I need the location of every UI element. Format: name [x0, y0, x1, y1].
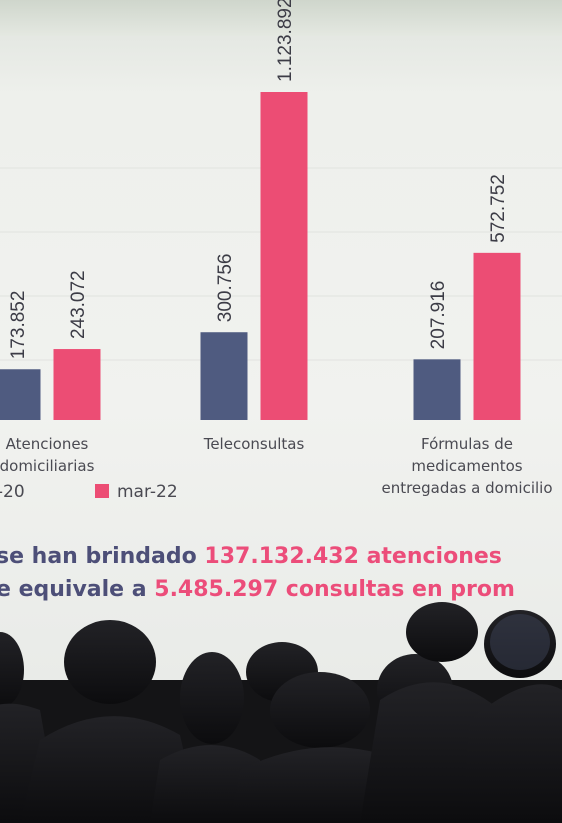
summary-line-1-highlight: 137.132.432 atenciones	[204, 544, 502, 569]
category-labels: Atenciones domiciliarias Teleconsultas Fórm…	[0, 435, 553, 497]
category-label: Teleconsultas	[203, 435, 305, 453]
bars	[0, 92, 521, 420]
category-label: Atenciones	[6, 435, 89, 453]
summary-text: se han brindado 137.132.432 atenciones e…	[0, 540, 562, 606]
category-label: entregadas a domicilio	[381, 479, 552, 497]
bar-mar-20-0	[0, 369, 41, 420]
summary-line-1: se han brindado 137.132.432 atenciones	[0, 540, 562, 573]
audience-silhouettes	[0, 602, 562, 823]
summary-line-1-text: se han brindado	[0, 544, 205, 569]
bar-mar-22-1	[260, 92, 308, 420]
category-label: domiciliarias	[0, 457, 95, 475]
summary-line-2-text: e equivale a	[0, 577, 155, 602]
summary-line-2-highlight: 5.485.297 consultas en prom	[154, 577, 515, 602]
screen-top-strip	[0, 0, 562, 36]
value-label: 173.852	[8, 291, 29, 360]
presentation-screen: 173.852 300.756 207.916 243.072 1.123.892 572…	[0, 0, 562, 680]
legend: mar-20 mar-22	[0, 482, 178, 502]
value-label: 300.756	[215, 254, 236, 323]
bar-mar-20-2	[413, 359, 461, 420]
bar-mar-20-1	[200, 332, 248, 420]
bar-mar-22-0	[53, 349, 101, 420]
value-label: 1.123.892	[275, 0, 296, 82]
value-label: 572.752	[488, 174, 509, 243]
value-label: 207.916	[428, 281, 449, 350]
category-label: Fórmulas de	[421, 435, 513, 453]
value-label: 243.072	[68, 270, 89, 339]
category-label: medicamentos	[411, 457, 522, 475]
legend-label-mar-22: mar-22	[117, 482, 178, 502]
legend-label-mar-20: mar-20	[0, 482, 25, 502]
bar-mar-22-2	[473, 252, 521, 420]
value-labels: 173.852 300.756 207.916 243.072 1.123.892 572…	[8, 0, 509, 359]
summary-line-2: e equivale a 5.485.297 consultas en prom	[0, 573, 562, 606]
bar-chart: 173.852 300.756 207.916 243.072 1.123.892 572…	[0, 0, 562, 502]
legend-swatch-mar-22	[95, 484, 109, 498]
